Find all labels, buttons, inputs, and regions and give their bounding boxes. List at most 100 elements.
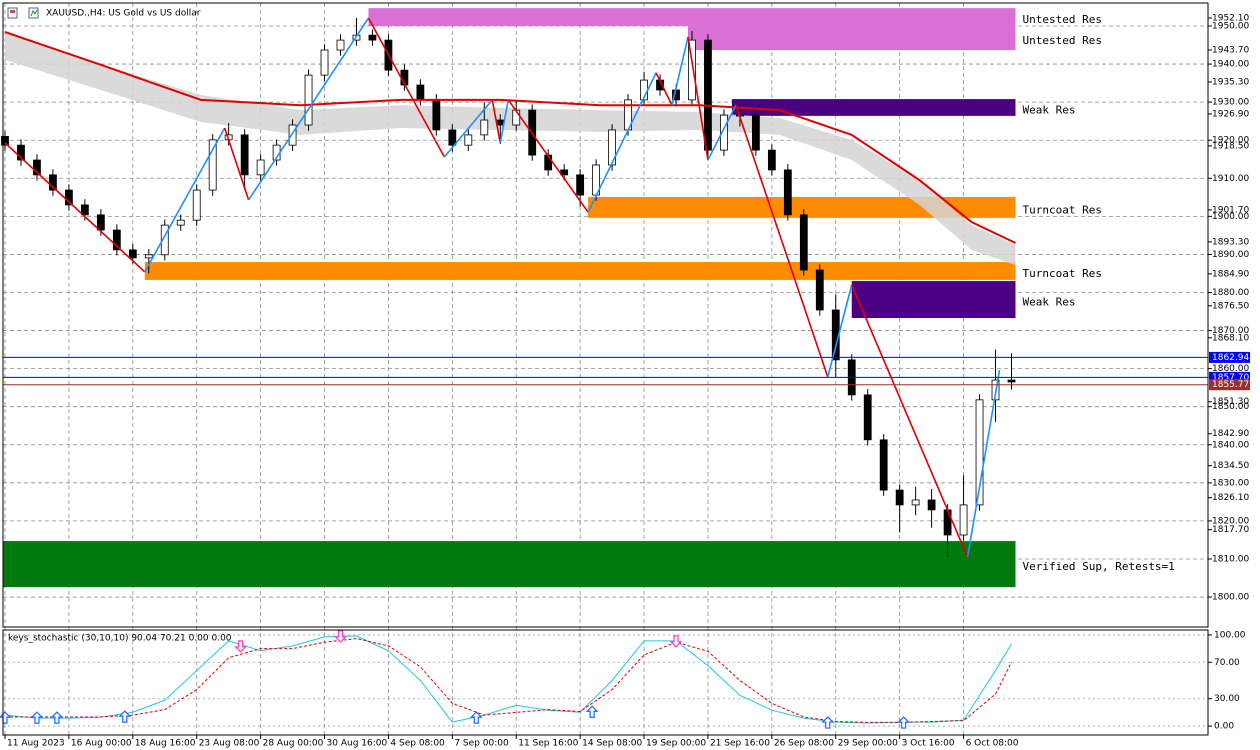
zone bbox=[731, 99, 1016, 116]
candle-body bbox=[1, 136, 9, 146]
candle-body bbox=[448, 129, 457, 146]
y-tick-label: 1840.00 bbox=[1212, 440, 1249, 450]
candle-body bbox=[256, 159, 265, 176]
candle-body bbox=[943, 509, 952, 536]
y-tick-label: 1851.30 bbox=[1212, 397, 1249, 407]
y-tick-label: 1810.00 bbox=[1212, 554, 1249, 564]
candle-body bbox=[416, 84, 425, 101]
chart-title: XAUUSD.,H4: US Gold vs US dollar bbox=[46, 9, 201, 19]
y-tick-label: 1820.00 bbox=[1212, 516, 1249, 526]
candle-body bbox=[688, 39, 696, 101]
candle-body bbox=[112, 229, 121, 251]
candle-body bbox=[815, 269, 824, 311]
icon bbox=[10, 10, 15, 13]
zigzag-segment bbox=[735, 104, 829, 378]
candle-body bbox=[576, 174, 585, 196]
zigzag-segment bbox=[499, 99, 510, 144]
zone-label: Weak Res bbox=[1022, 103, 1075, 116]
y-tick-label: 1918.50 bbox=[1212, 141, 1249, 151]
zigzag-segment bbox=[223, 127, 250, 201]
x-tick-label: 18 Aug 16:00 bbox=[135, 739, 196, 749]
y-tick-label: 1952.10 bbox=[1212, 14, 1249, 24]
sell-arrow bbox=[669, 635, 683, 648]
candle-body bbox=[33, 159, 41, 176]
candle-body bbox=[720, 114, 728, 151]
candle-body bbox=[17, 144, 25, 161]
y-tick-label: 1940.00 bbox=[1212, 60, 1249, 70]
price-tag bbox=[1209, 351, 1250, 363]
sell-arrow bbox=[234, 640, 248, 653]
moving-average bbox=[4, 31, 1016, 244]
y-tick-label: 100.00 bbox=[1214, 630, 1246, 640]
price-tag bbox=[1209, 371, 1250, 383]
candle-body bbox=[288, 124, 297, 146]
y-tick-label: 30.00 bbox=[1214, 694, 1240, 704]
x-tick-label: 21 Sep 16:00 bbox=[710, 739, 770, 749]
y-tick-label: 1900.00 bbox=[1212, 212, 1249, 222]
price-tag-label: 1862.94 bbox=[1212, 353, 1249, 363]
axis-layer: 1950.00 1940.00 1930.00 1920.00 1910.00 1900.… bbox=[4, 14, 1250, 749]
y-tick-label: 1943.70 bbox=[1212, 45, 1249, 55]
candle-body bbox=[608, 129, 616, 166]
y-tick-label: 1868.10 bbox=[1212, 333, 1249, 343]
y-tick-label: 1850.00 bbox=[1212, 402, 1249, 412]
candle-body bbox=[192, 189, 201, 221]
zigzag-segment bbox=[367, 17, 446, 158]
y-tick-label: 1876.50 bbox=[1212, 301, 1249, 311]
x-tick-label: 3 Oct 16:00 bbox=[902, 739, 955, 749]
zigzag-segment bbox=[687, 36, 709, 161]
y-tick-label: 1817.70 bbox=[1212, 525, 1249, 535]
y-tick-label: 1800.00 bbox=[1212, 593, 1249, 603]
candle-body bbox=[959, 504, 968, 536]
candle-body bbox=[368, 34, 377, 41]
price-tag-label: 1855.77 bbox=[1212, 380, 1249, 390]
zigzag-segment bbox=[826, 284, 853, 378]
candle-body bbox=[336, 39, 345, 51]
candle-body bbox=[49, 174, 57, 191]
stochastic-line bbox=[4, 635, 1012, 724]
candle-body bbox=[927, 499, 936, 511]
x-tick-label: 30 Aug 16:00 bbox=[327, 739, 388, 749]
zones-layer: Untested Res Untested Res Weak Res Turncoat… bbox=[3, 8, 1175, 588]
candle-body bbox=[863, 394, 872, 441]
y-tick-label: 1870.00 bbox=[1212, 326, 1249, 336]
x-tick-label: 4 Sep 08:00 bbox=[390, 739, 445, 749]
y-tick-label: 1880.00 bbox=[1212, 288, 1249, 298]
candle-body bbox=[65, 189, 73, 206]
y-tick-label: 0.00 bbox=[1214, 722, 1234, 732]
zone bbox=[3, 541, 1016, 588]
candle-body bbox=[208, 139, 217, 191]
candle-body bbox=[464, 134, 473, 146]
y-tick-label: 1950.00 bbox=[1212, 22, 1249, 32]
zigzag-segment bbox=[507, 99, 589, 213]
y-tick-label: 1890.00 bbox=[1212, 250, 1249, 260]
candle-body bbox=[304, 74, 313, 126]
candle-body bbox=[240, 134, 249, 176]
zigzag-segment bbox=[491, 99, 502, 144]
zone bbox=[851, 281, 1016, 318]
x-tick-label: 6 Oct 08:00 bbox=[966, 739, 1019, 749]
zone bbox=[687, 26, 1016, 50]
zone-label: Weak Res bbox=[1022, 296, 1075, 309]
y-tick-label: 1910.00 bbox=[1212, 174, 1249, 184]
candle-body bbox=[144, 254, 153, 259]
y-tick-label: 1834.50 bbox=[1212, 461, 1249, 471]
candle-body bbox=[767, 149, 776, 171]
zigzag-segment bbox=[144, 127, 226, 273]
zigzag-segment bbox=[850, 284, 969, 558]
zigzag-segment bbox=[587, 72, 657, 213]
candle-body bbox=[320, 49, 329, 76]
candle-body bbox=[751, 114, 760, 151]
main-layer bbox=[1, 17, 1208, 558]
price-tag-label: 1857.70 bbox=[1212, 373, 1249, 383]
sub-pane-border bbox=[2, 629, 1209, 736]
zone bbox=[144, 262, 1016, 280]
candle-body bbox=[160, 224, 169, 256]
icon bbox=[30, 9, 38, 17]
sell-arrow bbox=[334, 630, 347, 643]
x-tick-label: 7 Sep 00:00 bbox=[454, 739, 509, 749]
candle-body bbox=[799, 214, 808, 271]
y-tick-label: 1901.70 bbox=[1212, 205, 1249, 215]
